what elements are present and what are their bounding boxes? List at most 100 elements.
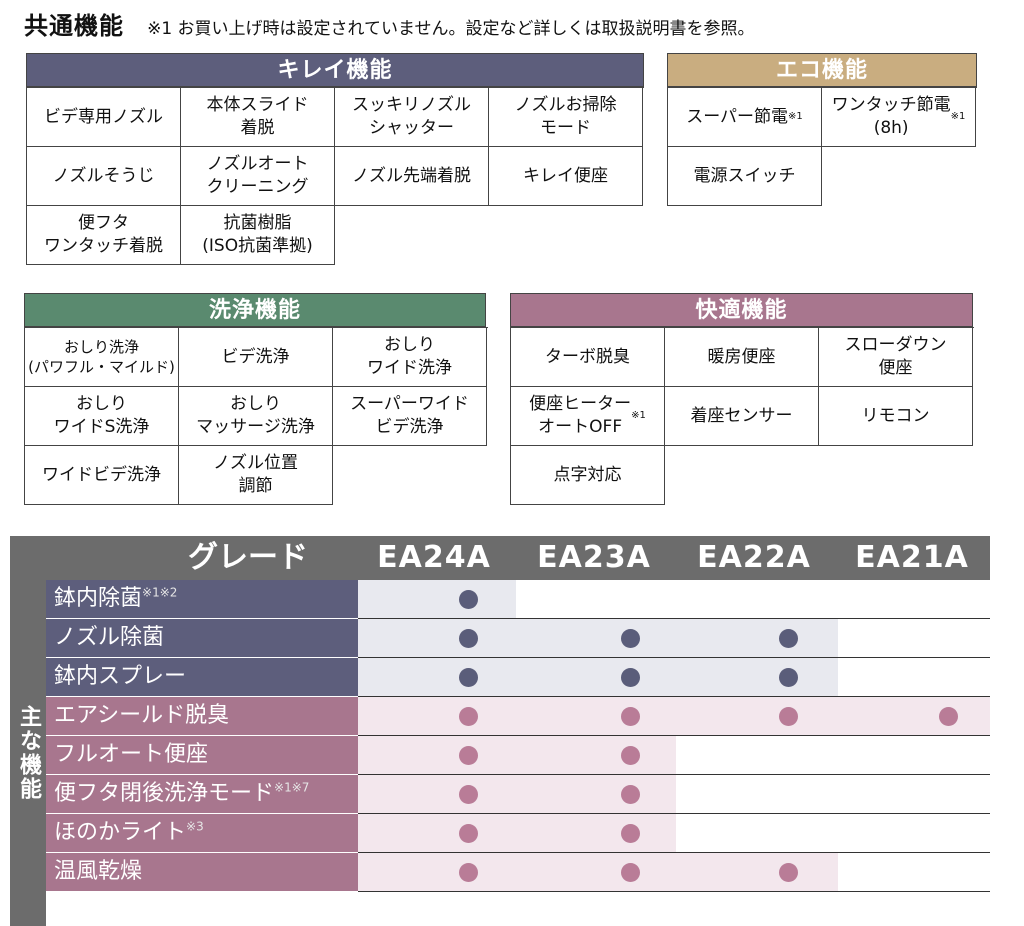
- kaiteki-feature-text: スローダウン 便座: [844, 335, 947, 378]
- kaiteki-feature-text: 便座ヒーター オートOFF: [529, 394, 632, 437]
- senjo-grid: おしり洗浄 (パワフル・マイルド) ビデ洗浄 おしり ワイド洗浄おしり ワイドS洗浄…: [24, 327, 488, 505]
- availability-band: [358, 853, 838, 891]
- senjo-feature-cell: ノズル位置 調節: [179, 446, 333, 505]
- feature-row: 温風乾燥: [46, 853, 990, 892]
- footnote: ※1 お買い上げ時は設定されていません。設定など詳しくは取扱説明書を参照。: [147, 19, 755, 39]
- feature-name: 温風乾燥: [46, 853, 358, 891]
- feature-name-text: 鉢内除菌: [54, 586, 143, 611]
- senjo-feature-text: ノズル位置 調節: [213, 453, 298, 496]
- kirei-grid: ビデ専用ノズル 本体スライド 着脱 スッキリノズル シャッター ノズルお掃除 モードノ…: [26, 87, 644, 265]
- kaiteki-grid: ターボ脱臭 暖房便座 スローダウン 便座便座ヒーター オートOFF ※1 着座センサー リ…: [510, 327, 974, 505]
- senjo-feature-text: ビデ洗浄: [221, 346, 290, 367]
- availability-dot-ea22a: [778, 707, 798, 726]
- feature-name: エアシールド脱臭: [46, 697, 358, 735]
- kirei-feature-cell: ノズルお掃除 モード: [489, 88, 643, 147]
- feature-row: フルオート便座: [46, 736, 990, 775]
- model-ea22a: EA22A: [697, 540, 811, 575]
- grade-table: グレード EA24A EA23A EA22A EA21A 主な機能 鉢内除菌※1…: [10, 536, 990, 926]
- kaiteki-feature-text: ターボ脱臭: [545, 346, 630, 367]
- kaiteki-feature-cell: 便座ヒーター オートOFF ※1: [511, 387, 665, 446]
- model-ea21a: EA21A: [855, 540, 969, 575]
- senjo-feature-text: おしり ワイドS洗浄: [53, 394, 150, 437]
- kaiteki-feature-cell: 暖房便座: [665, 328, 819, 387]
- availability-dot-ea24a: [458, 785, 478, 804]
- model-ea24a: EA24A: [377, 540, 491, 575]
- kaiteki-feature-text: 暖房便座: [707, 346, 776, 367]
- kaiteki-feature-cell: スローダウン 便座: [819, 328, 973, 387]
- feature-name-text: ほのかライト: [54, 820, 187, 845]
- kirei-feature-text: ビデ専用ノズル: [44, 106, 163, 127]
- senjo-feature-text: ワイドビデ洗浄: [42, 464, 161, 485]
- senjo-feature-cell: おしり マッサージ洗浄: [179, 387, 333, 446]
- eco-title: エコ機能: [667, 53, 977, 87]
- availability-band: [358, 619, 838, 657]
- feature-name: 鉢内スプレー: [46, 658, 358, 696]
- senjo-feature-cell: ビデ洗浄: [179, 328, 333, 387]
- availability-band: [358, 658, 838, 696]
- feature-row: エアシールド脱臭: [46, 697, 990, 736]
- senjo-feature-cell: おしり ワイドS洗浄: [25, 387, 179, 446]
- feature-name: 便フタ閉後洗浄モード※1※7: [46, 775, 358, 813]
- model-ea23a: EA23A: [537, 540, 651, 575]
- senjo-feature-text: おしり洗浄 (パワフル・マイルド): [28, 337, 175, 376]
- feature-name-text: 便フタ閉後洗浄モード: [54, 781, 275, 806]
- kirei-feature-cell: スッキリノズル シャッター: [335, 88, 489, 147]
- kirei-feature-text: 抗菌樹脂 (ISO抗菌準拠): [202, 213, 313, 256]
- senjo-feature-text: おしり ワイド洗浄: [367, 335, 452, 378]
- kaiteki-feature-cell: 点字対応: [511, 446, 665, 505]
- availability-dot-ea24a: [458, 863, 478, 882]
- row-divider: [358, 657, 990, 658]
- feature-name: フルオート便座: [46, 736, 358, 774]
- eco-feature-cell: スーパー節電 ※1: [668, 88, 822, 147]
- kaiteki-feature-text: 点字対応: [553, 464, 622, 485]
- kirei-feature-text: 本体スライド 着脱: [206, 95, 309, 138]
- kirei-feature-text: ノズルお掃除 モード: [514, 95, 617, 138]
- feature-row: 便フタ閉後洗浄モード※1※7: [46, 775, 990, 814]
- kaiteki-feature-cell: 着座センサー: [665, 387, 819, 446]
- kirei-feature-text: ノズルオート クリーニング: [206, 154, 309, 197]
- feature-name-text: ノズル除菌: [54, 625, 165, 650]
- availability-dot-ea23a: [620, 668, 640, 687]
- availability-band: [358, 580, 516, 618]
- kirei-feature-cell: ビデ専用ノズル: [27, 88, 181, 147]
- availability-dot-ea23a: [620, 746, 640, 765]
- kirei-feature-text: 便フタ ワンタッチ着脱: [44, 213, 163, 256]
- kirei-panel: キレイ機能 ビデ専用ノズル 本体スライド 着脱 スッキリノズル シャッター ノズルお掃…: [26, 53, 644, 265]
- kirei-feature-text: ノズルそうじ: [52, 165, 155, 186]
- row-divider: [358, 852, 990, 853]
- availability-dot-ea23a: [620, 824, 640, 843]
- kirei-feature-cell: 本体スライド 着脱: [181, 88, 335, 147]
- grade-header: グレード EA24A EA23A EA22A EA21A: [10, 536, 990, 580]
- eco-feature-text: 電源スイッチ: [693, 165, 796, 186]
- feature-name-text: エアシールド脱臭: [54, 703, 230, 728]
- feature-row: 鉢内スプレー: [46, 658, 990, 697]
- feature-name-text: フルオート便座: [54, 742, 209, 767]
- eco-grid: スーパー節電 ※1 ワンタッチ節電 (8h) ※1 電源スイッチ: [667, 87, 977, 206]
- eco-feature-cell: 電源スイッチ: [668, 147, 822, 206]
- availability-dot-ea24a: [458, 590, 478, 609]
- senjo-feature-cell: スーパーワイド ビデ洗浄: [333, 387, 487, 446]
- eco-feature-text: スーパー節電: [686, 106, 789, 127]
- feature-row: 鉢内除菌※1※2: [46, 580, 990, 619]
- kirei-title: キレイ機能: [26, 53, 644, 87]
- feature-name-text: 温風乾燥: [54, 859, 143, 884]
- senjo-feature-cell: おしり洗浄 (パワフル・マイルド): [25, 328, 179, 387]
- kaiteki-title: 快適機能: [510, 293, 973, 327]
- availability-dot-ea23a: [620, 863, 640, 882]
- kaiteki-panel: 快適機能 ターボ脱臭 暖房便座 スローダウン 便座便座ヒーター オートOFF ※1 着座…: [510, 293, 974, 505]
- page-title: 共通機能: [24, 12, 124, 40]
- senjo-feature-cell: ワイドビデ洗浄: [25, 446, 179, 505]
- feature-name-text: 鉢内スプレー: [54, 664, 187, 689]
- feature-row: ほのかライト※3: [46, 814, 990, 853]
- kirei-feature-cell: ノズルそうじ: [27, 147, 181, 206]
- availability-dot-ea21a: [938, 707, 958, 726]
- availability-dot-ea24a: [458, 746, 478, 765]
- row-divider: [358, 891, 990, 892]
- availability-dot-ea24a: [458, 707, 478, 726]
- feature-name: 鉢内除菌※1※2: [46, 580, 358, 618]
- senjo-feature-text: スーパーワイド ビデ洗浄: [350, 394, 469, 437]
- senjo-feature-cell: おしり ワイド洗浄: [333, 328, 487, 387]
- availability-dot-ea22a: [778, 629, 798, 648]
- availability-dot-ea23a: [620, 707, 640, 726]
- kaiteki-feature-cell: リモコン: [819, 387, 973, 446]
